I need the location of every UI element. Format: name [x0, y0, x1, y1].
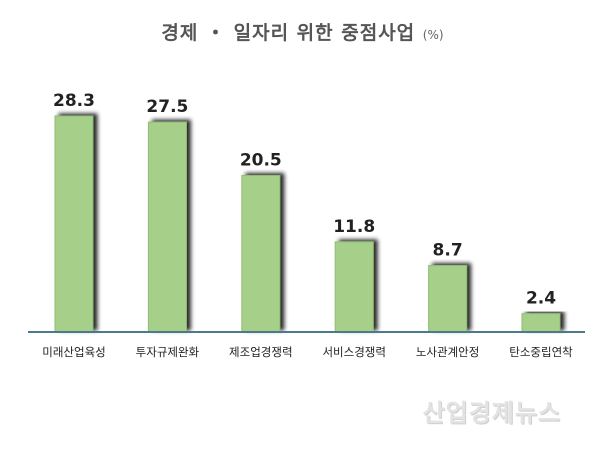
- value-label-4: 11.8: [333, 217, 375, 237]
- value-label-5: 8.7: [433, 241, 463, 261]
- value-label-2: 27.5: [146, 97, 188, 117]
- bar-5: [428, 265, 468, 333]
- labels-layer: 28.3 미래산업육성 27.5 투자규제완화 20.5 제조업경쟁력 11.8 서비스경쟁력…: [42, 91, 573, 359]
- chart-unit: (%): [422, 28, 444, 42]
- category-label-4: 서비스경쟁력: [322, 345, 385, 359]
- chart-title: 경제 ・ 일자리 위한 중점사업 (%): [0, 18, 605, 45]
- bar-2: [147, 121, 187, 333]
- category-label-5: 노사관계안정: [416, 345, 479, 359]
- value-label-3: 20.5: [240, 151, 282, 171]
- value-label-6: 2.4: [526, 289, 556, 309]
- bar-1: [54, 115, 94, 333]
- category-label-1: 미래산업육성: [42, 345, 105, 359]
- value-label-1: 28.3: [53, 91, 95, 111]
- category-label-3: 제조업경쟁력: [229, 345, 292, 359]
- bar-6: [521, 313, 561, 333]
- bar-3: [241, 175, 281, 333]
- chart-title-text: 경제 ・ 일자리 위한 중점사업: [161, 22, 416, 44]
- bars-layer: [54, 115, 561, 333]
- watermark-logo: 산업경제뉴스: [422, 399, 561, 427]
- category-label-2: 투자규제완화: [136, 345, 200, 359]
- category-label-6: 탄소중립연착: [509, 345, 573, 359]
- bar-4: [334, 241, 374, 333]
